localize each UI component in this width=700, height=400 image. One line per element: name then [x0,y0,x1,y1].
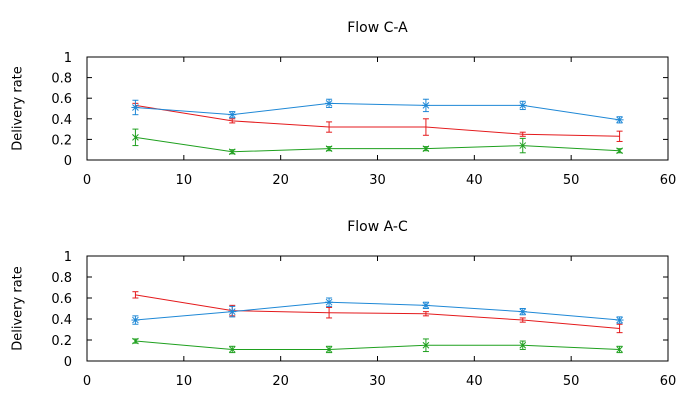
data-point [616,323,623,334]
x-tick-label: 40 [466,374,483,389]
data-point [131,99,140,116]
data-point [519,340,527,350]
data-point [616,147,623,155]
data-point [421,98,430,113]
series-line [135,301,620,321]
data-point [326,306,333,319]
plot-frame [86,255,669,362]
data-point [616,130,623,142]
data-point [132,128,139,147]
y-axis-label: Delivery rate [11,66,26,151]
data-point [228,148,236,156]
data-point [422,338,430,353]
chart-panel-flow-a-c: Flow A-C Delivery rate 0 10 20 30 40 50 60 0 0.2… [11,219,677,389]
x-tick-label: 50 [563,173,580,188]
x-tick-label: 10 [176,173,193,188]
data-point [228,111,237,119]
data-point [228,345,236,354]
data-point [422,145,430,153]
data-point [518,308,527,316]
y-tick-label: 0.6 [51,92,72,107]
series-line [135,136,620,153]
plot-frame [86,56,669,161]
data-point [518,100,527,111]
data-point [228,305,237,318]
y-tick-label: 1 [64,51,72,66]
data-point [616,345,623,354]
y-tick-label: 0.4 [51,113,72,128]
series-1 [132,102,623,142]
y-tick-label: 0.8 [51,271,72,286]
data-point [519,137,527,154]
data-point [422,118,429,136]
y-tick-label: 0.2 [51,334,72,349]
x-tick-label: 40 [466,173,483,188]
data-point [519,317,526,323]
x-tick-label: 0 [83,374,91,389]
x-tick-label: 50 [563,374,580,389]
data-point [325,98,334,108]
data-point [132,291,139,299]
series-3 [132,128,623,156]
x-tick-label: 30 [369,374,386,389]
x-tick-label: 20 [272,374,289,389]
x-tick-label: 30 [369,173,386,188]
data-point [422,311,429,317]
y-tick-label: 0.4 [51,313,72,328]
series-3 [132,337,623,354]
y-tick-label: 0.6 [51,292,72,307]
x-tick-label: 20 [272,173,289,188]
chart-panel-flow-c-a: Flow C-A Delivery rate 0 10 20 30 40 50 60 0 0.2… [11,20,677,188]
x-tick-label: 10 [176,374,193,389]
data-point [325,297,334,307]
y-tick-label: 0.8 [51,72,72,87]
series-2 [131,297,624,325]
data-point [325,145,333,153]
y-tick-label: 0 [64,355,72,370]
data-point [615,116,624,124]
chart-title: Flow C-A [347,20,408,36]
x-tick-label: 0 [83,173,91,188]
y-tick-label: 0.2 [51,133,72,148]
x-tick-label: 60 [660,374,677,389]
series-line [135,340,620,350]
x-tick-label: 60 [660,173,677,188]
data-point [326,121,333,133]
series-line [135,102,620,121]
data-point [421,301,430,309]
data-point [325,345,333,354]
series-1 [132,291,623,334]
series-line [135,104,620,137]
data-point [229,118,236,124]
y-axis-label: Delivery rate [11,266,26,351]
data-point [615,316,624,324]
data-point [519,131,526,137]
data-point [131,315,140,325]
series-2 [131,98,624,124]
chart-title: Flow A-C [347,219,408,235]
y-tick-label: 1 [64,250,72,265]
y-tick-label: 0 [64,154,72,169]
series-line [135,294,620,329]
data-point [132,337,139,345]
